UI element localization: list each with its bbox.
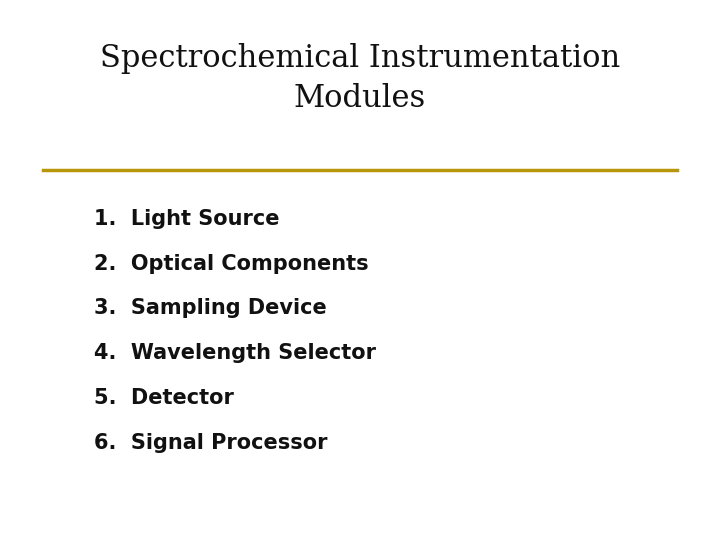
Text: 5.  Detector: 5. Detector	[94, 388, 233, 408]
Text: 4.  Wavelength Selector: 4. Wavelength Selector	[94, 343, 376, 363]
Text: 3.  Sampling Device: 3. Sampling Device	[94, 298, 326, 319]
Text: Spectrochemical Instrumentation
Modules: Spectrochemical Instrumentation Modules	[100, 43, 620, 114]
Text: 6.  Signal Processor: 6. Signal Processor	[94, 433, 327, 453]
Text: 1.  Light Source: 1. Light Source	[94, 208, 279, 229]
Text: 2.  Optical Components: 2. Optical Components	[94, 253, 368, 274]
